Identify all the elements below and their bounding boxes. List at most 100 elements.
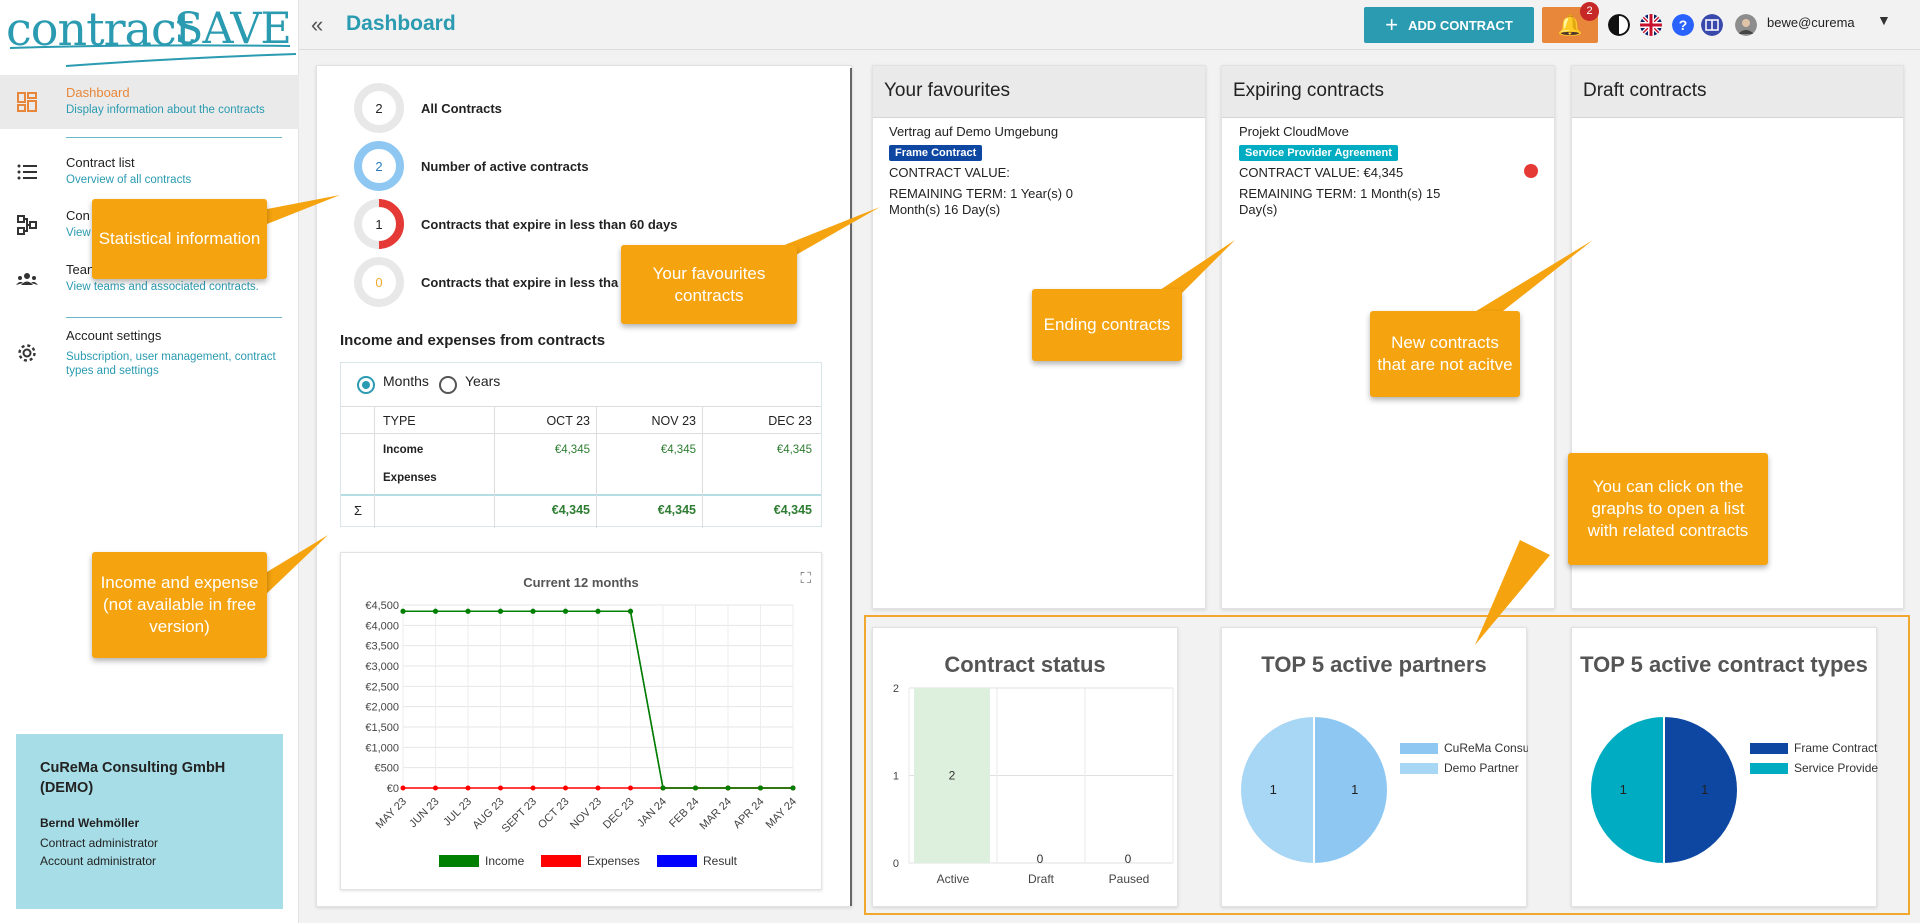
y-tick-label: €2,500 bbox=[365, 681, 399, 693]
manual-book-icon[interactable] bbox=[1701, 14, 1723, 36]
x-tick-label: JUN 23 bbox=[407, 796, 441, 830]
sidebar-item-dashboard[interactable]: Dashboard Display information about the … bbox=[0, 75, 299, 129]
legend-swatch bbox=[1400, 763, 1438, 774]
x-tick-label: Draft bbox=[1028, 872, 1055, 886]
remaining-term: REMAINING TERM: 1 Month(s) 15 bbox=[1239, 186, 1441, 201]
radio-label: Months bbox=[383, 373, 429, 389]
top-types-chart[interactable]: TOP 5 active contract types 1 1 Frame Cont… bbox=[1571, 627, 1878, 908]
sidebar-item-label: Tean bbox=[66, 262, 95, 277]
data-point bbox=[563, 608, 568, 614]
contract-type-badge: Frame Contract bbox=[889, 145, 983, 161]
sum-symbol: Σ bbox=[354, 503, 363, 518]
slice-value-label: 1 bbox=[1351, 782, 1358, 797]
svg-text:2: 2 bbox=[375, 101, 382, 116]
data-point bbox=[433, 785, 438, 791]
user-role: Account administrator bbox=[40, 854, 157, 868]
column-header: DEC 23 bbox=[768, 414, 812, 428]
contract-status-chart[interactable]: Contract status 0 1 2 2 Active 0 Draft 0 Paused bbox=[872, 627, 1178, 907]
user-menu-label[interactable]: bewe@curema bbox=[1767, 15, 1855, 30]
logo[interactable]: contract SAVE bbox=[6, 2, 296, 68]
drafts-title: Draft contracts bbox=[1572, 66, 1903, 118]
topbar: « Dashboard + ADD CONTRACT 🔔 2 ? bewe@cu… bbox=[299, 0, 1920, 50]
sidebar-item-sub: View bbox=[66, 227, 91, 239]
sidebar-item-teams[interactable]: Tean View teams and associated contracts… bbox=[0, 252, 299, 308]
status-bar-chart[interactable]: 0 1 2 2 Active 0 Draft 0 Paused bbox=[873, 628, 1179, 908]
column-header: OCT 23 bbox=[546, 414, 590, 428]
legend-swatch bbox=[657, 855, 697, 867]
x-tick-label: SEPT 23 bbox=[500, 796, 539, 835]
x-tick-label: MAY 24 bbox=[764, 796, 799, 831]
divider bbox=[66, 317, 282, 318]
callout-favourites: Your favourites contracts bbox=[621, 245, 797, 324]
sidebar-item-contracts-tree[interactable]: Con View bbox=[0, 198, 299, 254]
legend-label: Demo Partner bbox=[1444, 761, 1519, 775]
highlight-frame bbox=[864, 615, 1910, 915]
page-title: Dashboard bbox=[346, 12, 456, 35]
stat-ring: 2 bbox=[354, 83, 404, 133]
plus-icon: + bbox=[1385, 12, 1399, 37]
radio-months[interactable] bbox=[357, 376, 375, 394]
stat-label: Number of active contracts bbox=[421, 159, 589, 174]
collapse-sidebar-icon[interactable]: « bbox=[311, 12, 324, 37]
data-point bbox=[465, 608, 471, 614]
sidebar-item-label: Con bbox=[66, 208, 90, 223]
dashboard-icon bbox=[17, 92, 37, 112]
chart-title: TOP 5 active contract types bbox=[1580, 652, 1868, 677]
remaining-term: Day(s) bbox=[1239, 202, 1278, 217]
data-point bbox=[400, 608, 406, 614]
contract-value: CONTRACT VALUE: bbox=[889, 165, 1010, 180]
x-tick-label: Active bbox=[937, 872, 970, 886]
data-point bbox=[530, 785, 536, 791]
divider bbox=[494, 406, 495, 528]
radio-label: Years bbox=[465, 373, 501, 389]
legend-swatch bbox=[1400, 743, 1438, 754]
income-line-chart[interactable]: Current 12 months ⛶ €0 €500 €1,000 €1,500 €2,0… bbox=[341, 553, 821, 889]
column-header: NOV 23 bbox=[651, 414, 696, 428]
chevron-down-icon[interactable]: ▼ bbox=[1877, 12, 1891, 28]
user-name: Bernd Wehmöller bbox=[40, 816, 140, 830]
expiring-title: Expiring contracts bbox=[1222, 66, 1554, 118]
contrast-icon[interactable] bbox=[1608, 14, 1630, 36]
avatar[interactable] bbox=[1735, 14, 1757, 36]
contract-name[interactable]: Projekt CloudMove bbox=[1239, 124, 1349, 139]
sidebar-item-sub: View teams and associated contracts. bbox=[66, 281, 259, 293]
sidebar-item-contract-list[interactable]: Contract list Overview of all contracts bbox=[0, 145, 299, 201]
y-tick-label: €0 bbox=[387, 783, 399, 795]
data-point bbox=[595, 785, 601, 791]
logo-swoosh-icon bbox=[9, 44, 296, 67]
pie-slice bbox=[1313, 714, 1389, 866]
divider bbox=[66, 137, 282, 138]
help-icon[interactable]: ? bbox=[1672, 14, 1694, 36]
divider bbox=[341, 406, 821, 407]
sidebar-item-sub: Subscription, user management, contract … bbox=[66, 351, 276, 377]
data-point bbox=[628, 785, 633, 791]
data-point bbox=[433, 608, 438, 614]
divider bbox=[702, 406, 703, 528]
legend-swatch bbox=[439, 855, 479, 867]
partners-pie-chart[interactable]: 1 1 CuReMa Consulti Demo Partner bbox=[1222, 628, 1528, 908]
x-tick-label: NOV 23 bbox=[568, 796, 604, 832]
sidebar-item-account-settings[interactable]: Account settings Subscription, user mana… bbox=[0, 318, 299, 382]
data-point bbox=[693, 785, 698, 791]
pie-slice bbox=[1589, 714, 1665, 866]
add-contract-label: ADD CONTRACT bbox=[1408, 17, 1513, 33]
top-partners-chart[interactable]: TOP 5 active partners 1 1 CuReMa Consulti D… bbox=[1221, 627, 1528, 908]
data-point bbox=[498, 608, 503, 614]
legend-swatch bbox=[541, 855, 581, 867]
uk-flag-icon[interactable] bbox=[1640, 14, 1662, 36]
radio-years[interactable] bbox=[439, 376, 457, 394]
status-dot bbox=[1524, 164, 1538, 178]
add-contract-button[interactable]: + ADD CONTRACT bbox=[1364, 7, 1534, 43]
income-chart-card[interactable]: Current 12 months ⛶ €0 €500 €1,000 €1,500 €2,0… bbox=[340, 552, 822, 890]
sidebar-item-sub: Display information about the contracts bbox=[66, 104, 265, 116]
cell-value: €4,345 bbox=[660, 444, 696, 456]
x-tick-label: JAN 24 bbox=[635, 796, 669, 830]
types-pie-chart[interactable]: 1 1 Frame Contract Service Provider . bbox=[1572, 628, 1878, 908]
x-tick-label: MAR 24 bbox=[698, 796, 735, 833]
contract-value: CONTRACT VALUE: €4,345 bbox=[1239, 165, 1404, 180]
contract-name[interactable]: Vertrag auf Demo Umgebung bbox=[889, 124, 1059, 139]
data-point bbox=[725, 785, 731, 791]
income-expenses-title: Income and expenses from contracts bbox=[340, 332, 606, 349]
y-tick-label: 2 bbox=[893, 683, 899, 695]
divider bbox=[596, 406, 597, 528]
